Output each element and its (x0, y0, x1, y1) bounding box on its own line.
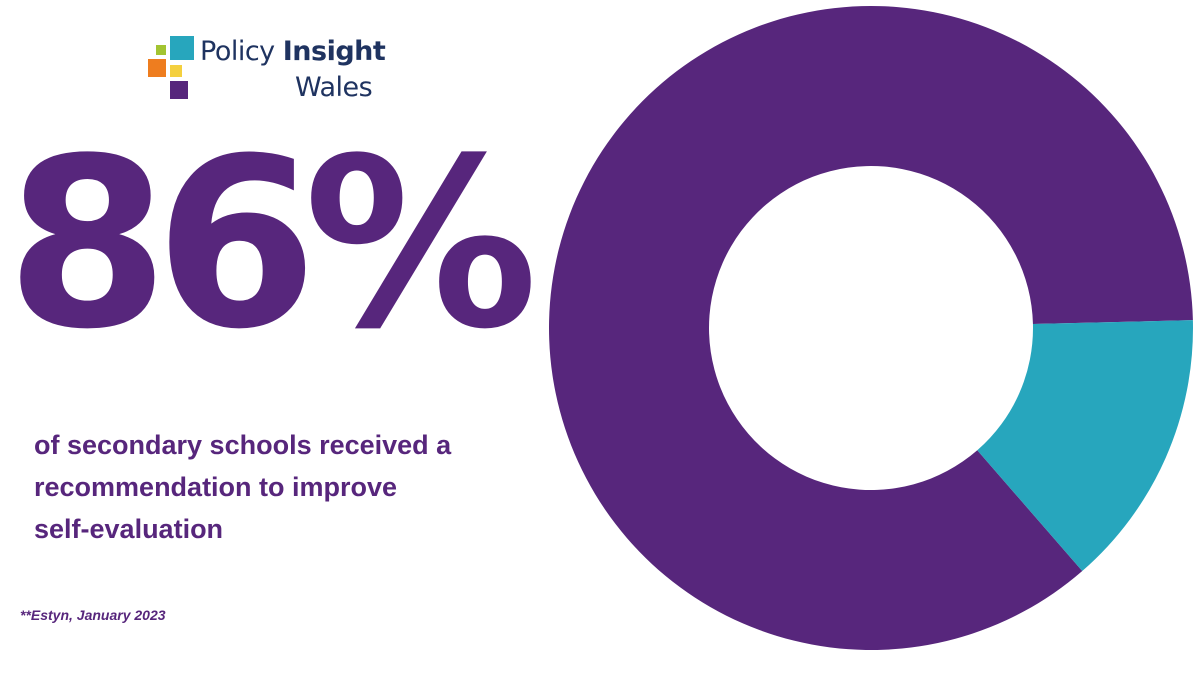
headline-stat: 86% (6, 109, 538, 381)
logo-word-insight: Insight (282, 36, 386, 67)
brand-logo: Policy Insight Wales (146, 34, 386, 104)
logo-wordmark-line1: Policy Insight (200, 36, 386, 67)
logo-square-teal (170, 36, 194, 60)
logo-square-yellow (170, 65, 182, 77)
logo-word-wales: Wales (295, 72, 373, 103)
logo-square-orange (148, 59, 166, 77)
donut-chart (549, 6, 1193, 651)
logo-square-purple (170, 81, 188, 99)
donut-slices (549, 6, 1193, 651)
donut-slice-1 (549, 6, 1193, 651)
logo-square-green (156, 45, 166, 55)
headline-description: of secondary schools received a recommen… (34, 430, 452, 544)
logo-mark-icon (146, 34, 196, 100)
source-note: **Estyn, January 2023 (20, 607, 166, 623)
donut-slice-2 (977, 320, 1193, 572)
logo-word-policy: Policy (200, 36, 275, 67)
